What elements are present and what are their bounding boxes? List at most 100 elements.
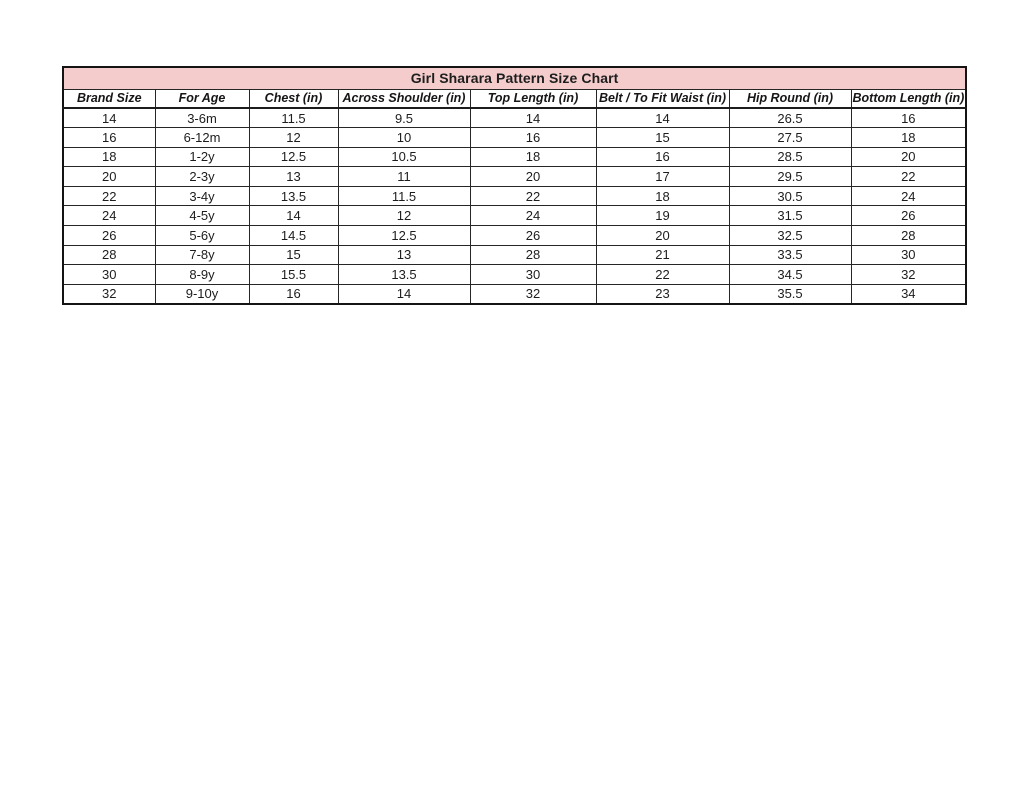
table-cell: 26 <box>469 225 597 246</box>
table-cell: 24 <box>469 205 597 227</box>
table-cell: 9-10y <box>154 283 250 305</box>
table-cell: 14.5 <box>248 225 339 246</box>
table-cell: 28.5 <box>728 146 852 168</box>
table-cell: 1-2y <box>154 146 250 168</box>
table-cell: 15 <box>595 127 730 148</box>
table-cell: 9.5 <box>337 107 471 129</box>
size-chart-table: Girl Sharara Pattern Size Chart Brand Si… <box>62 66 968 305</box>
table-cell: 10.5 <box>337 146 471 168</box>
column-header-for-age: For Age <box>154 88 250 109</box>
table-cell: 7-8y <box>154 244 250 266</box>
chart-title: Girl Sharara Pattern Size Chart <box>62 66 967 90</box>
table-cell: 13.5 <box>248 185 339 207</box>
column-header-hip-round: Hip Round (in) <box>728 88 852 109</box>
table-cell: 30 <box>850 244 967 266</box>
table-row: 32 9-10y 16 14 32 23 35.5 34 <box>62 283 967 305</box>
table-cell: 14 <box>337 283 471 305</box>
table-row: 14 3-6m 11.5 9.5 14 14 26.5 16 <box>62 107 967 129</box>
table-cell: 20 <box>62 166 156 187</box>
table-cell: 11.5 <box>248 107 339 129</box>
title-row: Girl Sharara Pattern Size Chart <box>62 66 967 90</box>
table-cell: 3-4y <box>154 185 250 207</box>
table-row: 16 6-12m 12 10 16 15 27.5 18 <box>62 127 967 148</box>
table-cell: 28 <box>62 244 156 266</box>
table-row: 26 5-6y 14.5 12.5 26 20 32.5 28 <box>62 225 967 246</box>
table-cell: 26.5 <box>728 107 852 129</box>
table-cell: 22 <box>469 185 597 207</box>
table-cell: 12.5 <box>248 146 339 168</box>
table-cell: 14 <box>62 107 156 129</box>
table-cell: 16 <box>850 107 967 129</box>
table-cell: 14 <box>469 107 597 129</box>
table-cell: 17 <box>595 166 730 187</box>
table-row: 22 3-4y 13.5 11.5 22 18 30.5 24 <box>62 185 967 207</box>
table-cell: 30 <box>469 264 597 285</box>
table-row: 30 8-9y 15.5 13.5 30 22 34.5 32 <box>62 264 967 285</box>
table-cell: 27.5 <box>728 127 852 148</box>
table-cell: 12 <box>248 127 339 148</box>
table-cell: 24 <box>62 205 156 227</box>
table-cell: 5-6y <box>154 225 250 246</box>
table-cell: 26 <box>62 225 156 246</box>
table-row: 20 2-3y 13 11 20 17 29.5 22 <box>62 166 967 187</box>
table-cell: 34.5 <box>728 264 852 285</box>
table-cell: 28 <box>850 225 967 246</box>
table-cell: 3-6m <box>154 107 250 129</box>
table-cell: 26 <box>850 205 967 227</box>
column-header-belt-waist: Belt / To Fit Waist (in) <box>595 88 730 109</box>
table-cell: 11 <box>337 166 471 187</box>
column-header-bottom-length: Bottom Length (in) <box>850 88 967 109</box>
table-cell: 18 <box>595 185 730 207</box>
table-cell: 22 <box>850 166 967 187</box>
table-cell: 15.5 <box>248 264 339 285</box>
column-header-top-length: Top Length (in) <box>469 88 597 109</box>
table-cell: 21 <box>595 244 730 266</box>
column-header-brand-size: Brand Size <box>62 88 156 109</box>
table-cell: 18 <box>850 127 967 148</box>
column-header-across-shoulder: Across Shoulder (in) <box>337 88 471 109</box>
table-cell: 35.5 <box>728 283 852 305</box>
table-cell: 16 <box>469 127 597 148</box>
table-cell: 11.5 <box>337 185 471 207</box>
table-cell: 22 <box>595 264 730 285</box>
table-cell: 20 <box>469 166 597 187</box>
table-cell: 32 <box>62 283 156 305</box>
table-cell: 20 <box>595 225 730 246</box>
header-row: Brand Size For Age Chest (in) Across Sho… <box>62 88 967 109</box>
table-cell: 18 <box>62 146 156 168</box>
table-cell: 6-12m <box>154 127 250 148</box>
table-cell: 8-9y <box>154 264 250 285</box>
table-cell: 29.5 <box>728 166 852 187</box>
table-cell: 32.5 <box>728 225 852 246</box>
table-cell: 2-3y <box>154 166 250 187</box>
table-cell: 13.5 <box>337 264 471 285</box>
table-cell: 31.5 <box>728 205 852 227</box>
table-cell: 22 <box>62 185 156 207</box>
table-cell: 18 <box>469 146 597 168</box>
table-cell: 16 <box>595 146 730 168</box>
size-table-body: 14 3-6m 11.5 9.5 14 14 26.5 16 16 6-12m 12 10 16 15 27… <box>62 107 967 305</box>
column-header-chest: Chest (in) <box>248 88 339 109</box>
table-row: 18 1-2y 12.5 10.5 18 16 28.5 20 <box>62 146 967 168</box>
table-cell: 12 <box>337 205 471 227</box>
table-cell: 16 <box>62 127 156 148</box>
table-cell: 32 <box>850 264 967 285</box>
table-cell: 13 <box>337 244 471 266</box>
table-cell: 14 <box>595 107 730 129</box>
table-cell: 23 <box>595 283 730 305</box>
table-cell: 10 <box>337 127 471 148</box>
table-cell: 20 <box>850 146 967 168</box>
table-cell: 16 <box>248 283 339 305</box>
table-cell: 13 <box>248 166 339 187</box>
table-cell: 30 <box>62 264 156 285</box>
table-cell: 24 <box>850 185 967 207</box>
table-cell: 32 <box>469 283 597 305</box>
table-row: 28 7-8y 15 13 28 21 33.5 30 <box>62 244 967 266</box>
table-cell: 15 <box>248 244 339 266</box>
table-cell: 14 <box>248 205 339 227</box>
table-cell: 30.5 <box>728 185 852 207</box>
table-cell: 28 <box>469 244 597 266</box>
table-cell: 34 <box>850 283 967 305</box>
table-cell: 12.5 <box>337 225 471 246</box>
